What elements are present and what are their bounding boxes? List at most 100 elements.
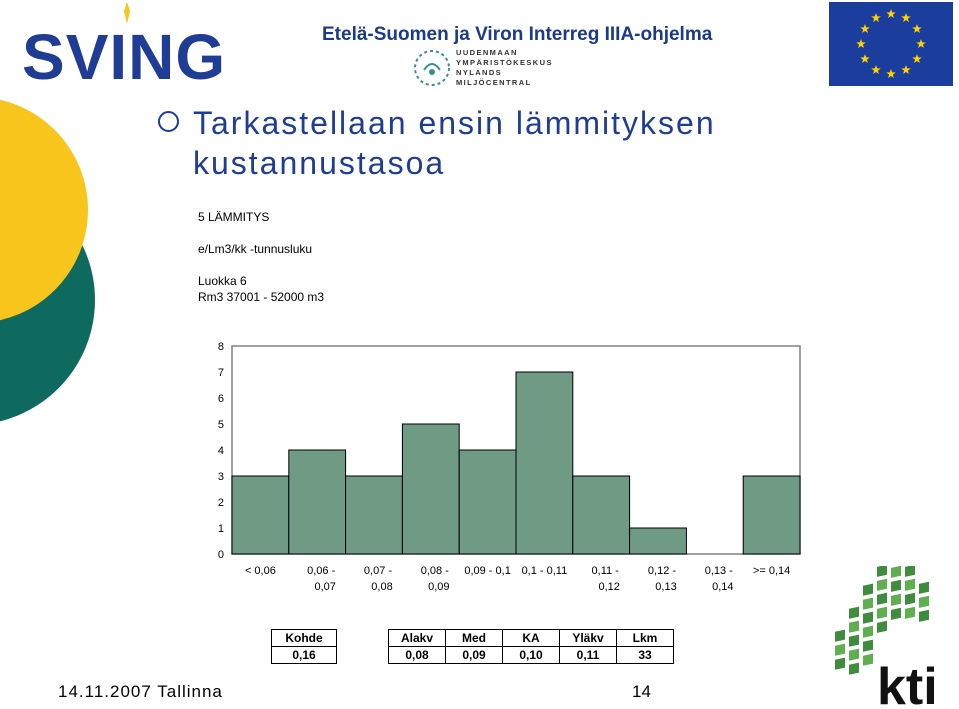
kti-block — [835, 643, 845, 656]
kohde-header: Kohde — [271, 629, 337, 647]
x-tick-label: 0,14 — [712, 581, 733, 593]
program-title: Etelä-Suomen ja Viron Interreg IIIA-ohje… — [322, 24, 713, 45]
kti-block — [849, 606, 859, 619]
kti-block — [877, 578, 887, 591]
x-tick-label: 0,09 - 0,1 — [464, 565, 510, 577]
x-tick-label: 0,07 — [314, 581, 335, 593]
x-tick-label: 0,08 — [371, 581, 392, 593]
kti-block — [891, 607, 901, 620]
eu-star-icon — [916, 39, 926, 48]
y-tick-label: 6 — [218, 393, 224, 405]
stats-value-lkm: 33 — [616, 646, 674, 664]
partner-logo: UUDENMAAN YMPÄRISTÖKESKUS NYLANDS MILJÖC… — [412, 48, 582, 90]
x-tick-label: 0,12 - — [648, 565, 676, 577]
stats-header-lkm: Lkm — [616, 629, 674, 647]
eu-star-icon — [912, 54, 922, 63]
eu-star-icon — [912, 24, 922, 33]
kti-block — [835, 657, 845, 670]
histogram-bar — [345, 475, 403, 555]
stats-value-med: 0,09 — [445, 646, 503, 664]
kti-block — [863, 583, 873, 596]
kti-block — [891, 593, 901, 606]
sving-logo-text: SVING — [22, 21, 227, 93]
y-tick-label: 0 — [218, 549, 224, 561]
histogram-bar — [401, 423, 460, 555]
partner-logo-line-2: YMPÄRISTÖKESKUS — [456, 58, 553, 67]
y-tick-label: 2 — [218, 497, 224, 509]
stats-value-alakv: 0,08 — [388, 646, 446, 664]
kohde-value: 0,16 — [271, 646, 337, 664]
histogram-bar — [742, 475, 801, 555]
stats-header-ka: KA — [502, 629, 560, 647]
x-tick-label: 0,11 - — [592, 565, 620, 577]
stats-value-ka: 0,10 — [502, 646, 560, 664]
histogram-bar — [231, 475, 290, 555]
kti-block — [849, 620, 859, 633]
kti-block — [905, 592, 915, 605]
kti-block — [877, 566, 887, 577]
eu-star-icon — [860, 54, 870, 63]
eu-star-icon — [856, 39, 866, 48]
eu-stars-icon — [856, 9, 926, 78]
x-tick-label: 0,08 - — [421, 565, 449, 577]
stats-header-alakv: Alakv — [388, 629, 446, 647]
eu-star-icon — [901, 13, 911, 23]
partner-logo-line-3: NYLANDS — [456, 68, 503, 77]
kti-block — [835, 629, 845, 642]
x-tick-label: 0,13 - — [705, 565, 733, 577]
x-tick-label: 0,09 — [428, 581, 449, 593]
y-tick-label: 5 — [218, 419, 224, 431]
kti-block — [905, 606, 915, 619]
eu-star-icon — [886, 9, 896, 18]
sving-logo: SVING — [22, 20, 226, 94]
eu-star-icon — [871, 65, 881, 74]
x-tick-label: 0,13 — [655, 581, 676, 593]
y-tick-label: 1 — [218, 523, 224, 535]
y-tick-label: 4 — [218, 445, 224, 457]
kohde-table: Kohde 0,16 — [271, 629, 337, 664]
kti-block — [905, 578, 915, 591]
slide-title-line-2: kustannustasoa — [193, 145, 446, 181]
histogram-chart: 0 1 2 3 4 5 6 7 8 < 0,06 0,06 - 0,07 0,07 - 0,08 0,08 … — [218, 341, 801, 593]
sving-star-icon — [124, 2, 130, 24]
y-tick-label: 3 — [218, 471, 224, 483]
page-number: 14 — [632, 682, 651, 701]
x-tick-label: >= 0,14 — [753, 565, 790, 577]
kti-block — [877, 606, 887, 619]
kti-block — [849, 634, 859, 647]
partner-logo-line-4: MILJÖCENTRAL — [456, 78, 532, 87]
kti-block — [919, 595, 929, 608]
kti-block — [863, 639, 873, 652]
stats-value-ylakv: 0,11 — [559, 646, 617, 664]
chart-class: Luokka 6 — [198, 274, 247, 288]
x-tick-label: 0,1 - 0,11 — [522, 565, 568, 577]
stats-table: Alakv Med KA Yläkv Lkm 0,08 0,09 0,10 0,… — [388, 629, 674, 664]
partner-logo-line-1: UUDENMAAN — [456, 48, 518, 57]
kti-block — [905, 566, 915, 577]
histogram-bar — [458, 449, 517, 555]
histogram-bar — [629, 527, 687, 555]
kti-block — [891, 566, 901, 578]
histogram-bar — [515, 371, 574, 555]
kti-block — [863, 625, 873, 638]
kti-logo-text: kti — [877, 658, 938, 709]
kti-block — [863, 653, 873, 666]
eu-flag — [829, 2, 953, 86]
x-tick-label: 0,12 — [598, 581, 619, 593]
eu-star-icon — [886, 69, 896, 78]
kti-block — [849, 662, 859, 675]
x-tick-label: 0,07 - — [364, 565, 392, 577]
kti-block — [919, 581, 929, 594]
decorative-side-shapes — [0, 99, 95, 422]
footer-date-place: 14.11.2007 Tallinna — [58, 682, 223, 701]
y-tick-label: 8 — [218, 341, 224, 353]
stats-header-ylakv: Yläkv — [559, 629, 617, 647]
kti-block — [877, 592, 887, 605]
eu-star-icon — [901, 65, 911, 74]
kti-block — [863, 597, 873, 610]
kti-block — [863, 611, 873, 624]
eu-star-icon — [860, 24, 870, 33]
kti-block — [919, 609, 929, 622]
chart-range: Rm3 37001 - 52000 m3 — [198, 290, 325, 304]
bullet-circle-icon — [158, 111, 179, 132]
